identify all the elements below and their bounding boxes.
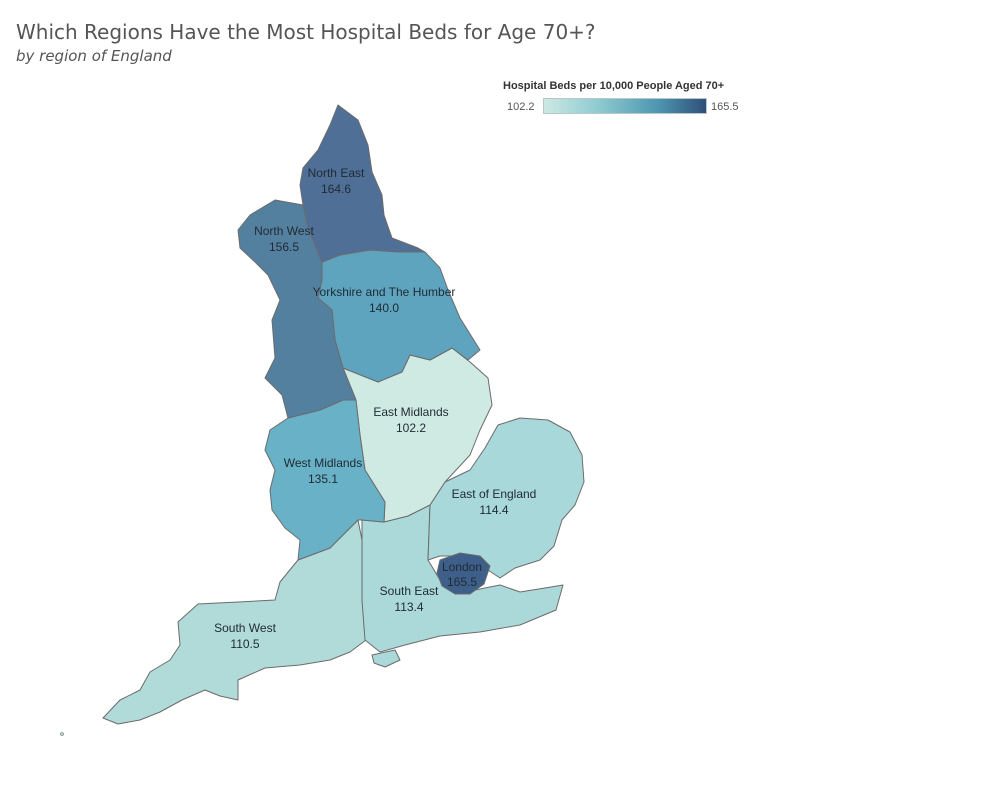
region-north-east[interactable]	[299, 104, 426, 263]
page-title: Which Regions Have the Most Hospital Bed…	[16, 20, 596, 44]
legend-min-label: 102.2	[507, 101, 535, 113]
region-name-south-west: South West	[214, 621, 276, 635]
region-name-east-midlands: East Midlands	[373, 405, 448, 419]
region-value-north-east: 164.6	[321, 182, 351, 196]
label-south-east: South East 113.4	[380, 584, 439, 614]
region-name-north-west: North West	[254, 224, 314, 238]
region-value-east-midlands: 102.2	[396, 421, 426, 435]
label-north-east: North East 164.6	[308, 166, 365, 196]
label-yorkshire: Yorkshire and The Humber 140.0	[313, 285, 456, 315]
label-west-midlands: West Midlands 135.1	[284, 456, 362, 486]
region-name-west-midlands: West Midlands	[284, 456, 362, 470]
region-value-south-west: 110.5	[230, 637, 259, 651]
region-name-east-of-england: East of England	[452, 487, 537, 501]
region-name-london: London	[442, 560, 482, 574]
region-value-london: 165.5	[447, 575, 477, 589]
page-subtitle: by region of England	[16, 47, 172, 65]
label-london: London 165.5	[442, 560, 482, 589]
region-value-yorkshire: 140.0	[369, 301, 399, 315]
legend-max-label: 165.5	[711, 101, 739, 113]
label-south-west: South West 110.5	[214, 621, 276, 651]
region-value-north-west: 156.5	[269, 240, 299, 254]
label-north-west: North West 156.5	[254, 224, 314, 254]
region-name-yorkshire: Yorkshire and The Humber	[313, 285, 456, 299]
region-name-south-east: South East	[380, 584, 439, 598]
legend-gradient-bar	[543, 98, 707, 114]
color-legend: Hospital Beds per 10,000 People Aged 70+…	[500, 80, 760, 120]
label-east-midlands: East Midlands 102.2	[373, 405, 448, 435]
region-value-west-midlands: 135.1	[308, 472, 338, 486]
region-london[interactable]	[436, 552, 491, 595]
region-south-east-isle[interactable]	[371, 649, 401, 668]
region-west-midlands[interactable]	[264, 399, 386, 561]
legend-title: Hospital Beds per 10,000 People Aged 70+	[503, 80, 725, 92]
region-value-east-of-england: 114.4	[479, 503, 508, 517]
isles-of-scilly-mark	[60, 732, 64, 736]
label-east-of-england: East of England 114.4	[452, 487, 537, 517]
region-value-south-east: 113.4	[394, 600, 423, 614]
region-name-north-east: North East	[308, 166, 365, 180]
